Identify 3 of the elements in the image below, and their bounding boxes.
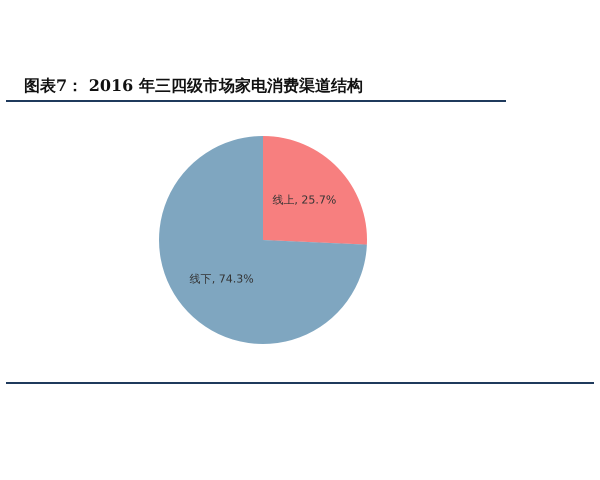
- slice-label: 线上, 25.7%: [272, 193, 336, 206]
- chart-title: 图表7： 2016 年三四级市场家电消费渠道结构: [24, 76, 363, 97]
- slice-label: 线下, 74.3%: [190, 272, 254, 286]
